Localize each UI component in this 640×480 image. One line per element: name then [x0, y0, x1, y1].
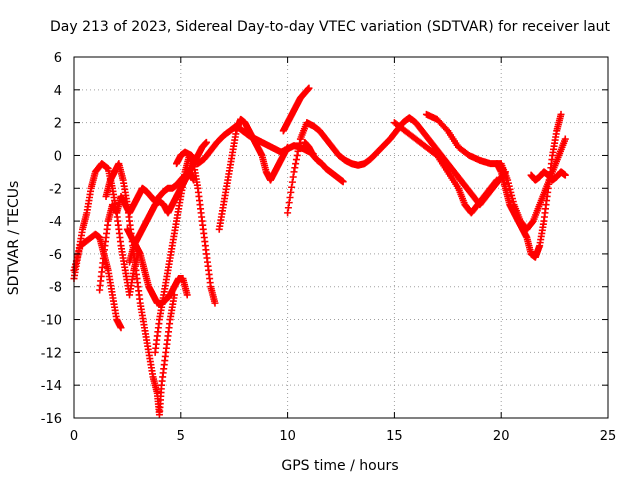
data-marks — [70, 84, 569, 419]
x-tick-label: 20 — [493, 429, 510, 444]
series-arc10 — [279, 84, 313, 135]
series-arc12 — [301, 138, 347, 186]
x-tick-label: 25 — [600, 429, 617, 444]
series-arc4 — [102, 160, 178, 419]
y-tick-label: 4 — [54, 84, 62, 99]
x-tick-label: 0 — [70, 429, 78, 444]
y-tick-label: -2 — [49, 182, 62, 197]
y-axis-label: SDTVAR / TECUs — [6, 181, 22, 296]
y-tick-label: -4 — [49, 215, 62, 230]
series-arc7 — [151, 151, 219, 356]
point-markers — [284, 114, 509, 217]
series-arc13 — [390, 119, 501, 217]
axes: 0 5 10 15 20 25 -16 -14 -12 -10 -8 -6 -4 -2 0 2 4 6 — [41, 51, 617, 444]
x-axis-label: GPS time / hours — [281, 458, 398, 474]
point-markers — [151, 151, 219, 356]
plot-frame — [73, 56, 609, 419]
point-markers — [279, 84, 313, 135]
y-tick-label: -8 — [49, 281, 62, 296]
point-markers — [301, 138, 347, 186]
point-markers — [527, 168, 569, 184]
y-tick-label: -12 — [41, 346, 62, 361]
series-arc11 — [284, 114, 509, 217]
y-tick-label: -14 — [41, 379, 62, 394]
point-markers — [493, 110, 565, 261]
y-tick-label: 2 — [54, 117, 62, 132]
series-arc6 — [126, 138, 210, 266]
x-tick-label: 10 — [279, 429, 296, 444]
chart-title: Day 213 of 2023, Sidereal Day-to-day VTE… — [50, 19, 611, 35]
point-markers — [390, 119, 501, 217]
y-tick-label: -6 — [49, 248, 62, 263]
series-arc9 — [215, 115, 292, 233]
x-tick-label: 5 — [177, 429, 185, 444]
y-tick-label: 6 — [54, 51, 62, 66]
x-tick-label: 15 — [386, 429, 403, 444]
y-tick-label: 0 — [54, 149, 62, 164]
series-arc15 — [493, 110, 565, 261]
y-tick-label: -16 — [41, 412, 62, 427]
y-tick-label: -10 — [41, 314, 62, 329]
point-markers — [126, 138, 210, 266]
series-arc16 — [527, 168, 569, 184]
point-markers — [102, 160, 178, 419]
point-markers — [215, 115, 292, 233]
